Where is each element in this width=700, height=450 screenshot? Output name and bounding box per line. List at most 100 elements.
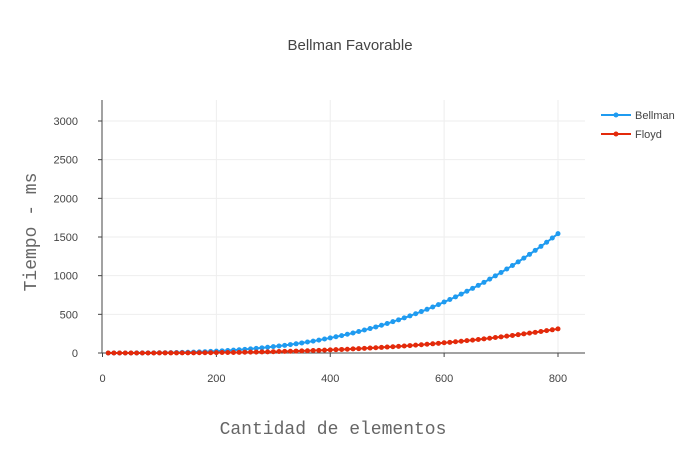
data-point [310,348,316,354]
data-point [487,335,493,341]
data-point [316,337,322,343]
data-point [139,350,145,356]
y-tick-label: 2000 [54,193,78,205]
data-point [333,334,339,340]
data-point [145,350,151,356]
x-tick-label: 200 [207,373,225,385]
legend-item-bellman[interactable]: Bellman [601,110,675,122]
y-axis-title: Tiempo - ms [22,173,42,292]
legend-label: Bellman [635,110,675,122]
data-point [453,339,459,345]
data-point [555,326,561,332]
data-point [191,350,197,356]
data-point [492,273,498,279]
legend-label: Floyd [635,129,662,141]
data-point [487,276,493,282]
x-tick-label: 0 [99,373,105,385]
data-point [475,282,481,288]
data-point [316,347,322,353]
data-point [418,309,424,315]
data-point [464,288,470,294]
data-point [287,342,293,348]
data-point [475,336,481,342]
data-point [122,350,128,356]
data-point [470,337,476,343]
data-point [339,346,345,352]
data-point [219,350,225,356]
data-point [527,330,533,336]
data-point [282,342,288,348]
legend-item-floyd[interactable]: Floyd [601,129,662,141]
legend-swatch-marker [613,112,619,118]
series-bellman [105,231,561,356]
data-point [253,345,259,351]
data-point [174,350,180,356]
data-point [401,343,407,349]
data-point [276,343,282,349]
data-point [344,346,350,352]
data-point [390,319,396,325]
legend[interactable]: Bellman Floyd [601,110,675,141]
data-point [293,341,299,347]
data-point [458,338,464,344]
data-point [270,344,276,350]
y-tick-label: 2500 [54,155,78,167]
series-line-bellman [108,232,559,354]
data-point [549,327,555,333]
data-point [515,332,521,338]
data-point [156,350,162,356]
data-point [134,350,140,356]
data-point [350,346,356,352]
data-point [105,350,111,356]
data-point [390,344,396,350]
data-point [373,324,379,330]
data-point [544,328,550,334]
data-point [430,341,436,347]
data-point [339,333,345,339]
data-point [424,306,430,312]
legend-swatch-marker [613,131,619,137]
data-point [532,247,538,253]
data-point [128,350,134,356]
data-point [555,231,561,237]
x-axis-ticks: 0 200 400 600 800 [99,353,567,385]
data-point [435,302,441,308]
data-point [270,349,276,355]
data-point [538,329,544,334]
data-point [185,350,191,356]
series-line-floyd [108,327,559,354]
data-point [384,321,390,327]
data-point [481,336,487,342]
data-point [396,343,402,349]
data-point [333,347,339,353]
data-point [413,311,419,317]
data-point [430,304,436,310]
data-point [356,346,362,352]
data-point [356,329,362,334]
data-point [424,341,430,347]
data-point [396,317,402,323]
y-axis-ticks: 0 500 1000 1500 2000 2500 3000 [54,116,102,360]
data-point [361,327,367,333]
data-point [327,347,333,353]
data-point [304,348,310,354]
data-point [151,350,157,356]
data-point [196,350,202,356]
data-point [401,315,407,321]
data-point [509,332,515,338]
data-point [413,342,419,348]
y-tick-label: 500 [60,309,78,321]
data-point [384,344,390,350]
data-point [481,279,487,285]
data-point [447,296,453,302]
data-point [441,340,447,346]
data-point [282,348,288,354]
data-point [253,349,259,355]
data-point [310,338,316,344]
data-point [327,335,333,341]
data-point [344,331,350,337]
data-point [521,255,527,261]
data-point [378,322,384,328]
